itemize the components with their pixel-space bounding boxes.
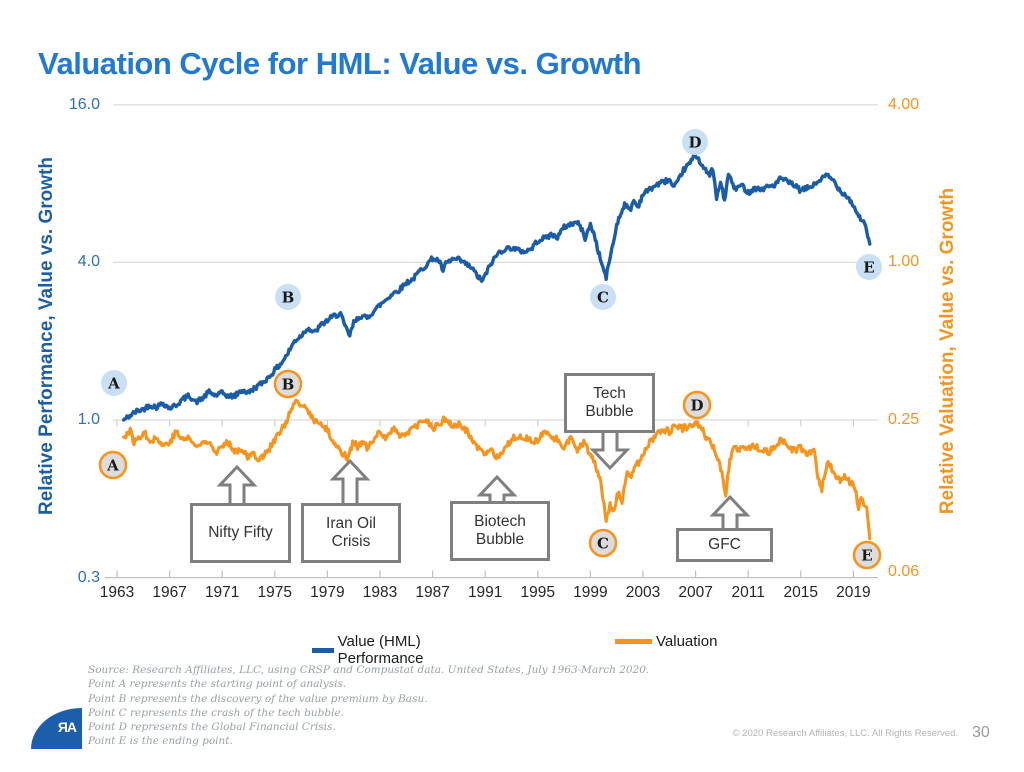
- marker-valuation-b-circle: [273, 369, 303, 399]
- page-title: Valuation Cycle for HML: Value vs. Growt…: [38, 46, 642, 81]
- page-number: 30: [972, 724, 990, 741]
- right-axis-title: Relative Valuation, Value vs. Growth: [937, 187, 958, 515]
- right-tick-0.06: 0.06: [888, 563, 920, 580]
- marker-performance-c-circle: [590, 284, 616, 310]
- marker-performance-c-letter: C: [597, 289, 609, 307]
- right-tick-4.00: 4.00: [888, 95, 920, 113]
- left-tick-0.3: 0.3: [77, 568, 100, 586]
- marker-performance-a-letter: A: [107, 375, 120, 393]
- series-line-valuation: [122, 398, 872, 541]
- x-tick-2019: 2019: [836, 584, 871, 601]
- footnote-source: Source: Research Affiliates, LLC, using …: [88, 664, 650, 676]
- marker-performance-b-letter: B: [282, 289, 295, 307]
- callout-arrow: [329, 458, 371, 508]
- footnote-point-c: Point C represents the crash of the tech…: [88, 706, 345, 719]
- footnote-point-e: Point E is the ending point.: [88, 735, 233, 748]
- x-tick-1967: 1967: [152, 584, 187, 601]
- marker-valuation-e-letter: E: [861, 547, 872, 565]
- legend-item-performance: Value (HML) Performance: [312, 633, 439, 667]
- x-tick-1999: 1999: [573, 584, 608, 601]
- right-tick-1.00: 1.00: [888, 253, 920, 271]
- marker-performance-d-circle: [682, 129, 708, 155]
- series-line-performance: [121, 153, 872, 422]
- right-tick-0.25: 0.25: [888, 411, 920, 428]
- copyright-text: © 2020 Research Affiliates, LLC. All Rig…: [732, 728, 958, 739]
- callout-arrow: [589, 428, 631, 471]
- marker-performance-d-letter: D: [688, 134, 701, 152]
- callout-arrow: [476, 474, 518, 506]
- x-tick-1987: 1987: [415, 584, 450, 601]
- legend-label: Value (HML) Performance: [337, 633, 424, 667]
- footnote-point-b: Point B represents the discovery of the …: [88, 692, 428, 705]
- marker-performance-a-circle: [101, 370, 127, 396]
- x-tick-2011: 2011: [731, 584, 765, 601]
- x-tick-1983: 1983: [362, 584, 398, 601]
- marker-valuation-c-circle: [588, 528, 618, 558]
- x-tick-1995: 1995: [520, 584, 556, 601]
- x-tick-1979: 1979: [310, 584, 345, 601]
- legend-swatch: [312, 647, 334, 653]
- logo-monogram: ЯA: [57, 719, 77, 735]
- x-tick-1991: 1991: [467, 584, 503, 601]
- legend-label: Valuation: [656, 633, 718, 650]
- marker-performance-e-letter: E: [863, 259, 874, 277]
- left-axis-title: Relative Performance, Value vs. Growth: [36, 157, 57, 515]
- callout-iran-oil-crisis: Iran Oil Crisis: [301, 503, 401, 563]
- callout-arrow: [709, 494, 751, 533]
- callout-gfc: GFC: [676, 528, 773, 562]
- marker-performance-e-circle: [856, 254, 882, 280]
- marker-valuation-a-letter: A: [106, 457, 119, 475]
- x-tick-2007: 2007: [678, 584, 713, 601]
- marker-valuation-e-circle: [852, 540, 882, 570]
- x-tick-2003: 2003: [625, 584, 661, 601]
- footnote-point-d: Point D represents the Global Financial …: [88, 721, 336, 734]
- left-tick-4.0: 4.0: [77, 253, 100, 271]
- x-tick-1971: 1971: [204, 584, 240, 601]
- marker-valuation-c-letter: C: [597, 535, 609, 553]
- marker-performance-b-circle: [275, 284, 301, 310]
- legend-item-valuation: Valuation: [615, 633, 717, 650]
- marker-valuation-d-letter: D: [690, 397, 703, 415]
- callout-tech-bubble: Tech Bubble: [564, 373, 655, 433]
- left-tick-16.0: 16.0: [68, 95, 100, 113]
- x-tick-1975: 1975: [257, 584, 293, 601]
- marker-valuation-a-circle: [98, 450, 128, 480]
- footnote-point-a: Point A represents the starting point of…: [88, 678, 347, 691]
- callout-arrow: [216, 464, 258, 508]
- x-tick-2015: 2015: [783, 584, 819, 601]
- marker-valuation-d-circle: [682, 390, 712, 420]
- legend-swatch: [615, 639, 652, 644]
- footnotes: Source: Research Affiliates, LLC, using …: [88, 663, 649, 749]
- marker-valuation-b-letter: B: [282, 376, 295, 394]
- callout-nifty-fifty: Nifty Fifty: [190, 503, 291, 563]
- left-tick-1.0: 1.0: [77, 411, 100, 428]
- x-tick-1963: 1963: [99, 584, 135, 601]
- callout-biotech-bubble: Biotech Bubble: [450, 501, 550, 561]
